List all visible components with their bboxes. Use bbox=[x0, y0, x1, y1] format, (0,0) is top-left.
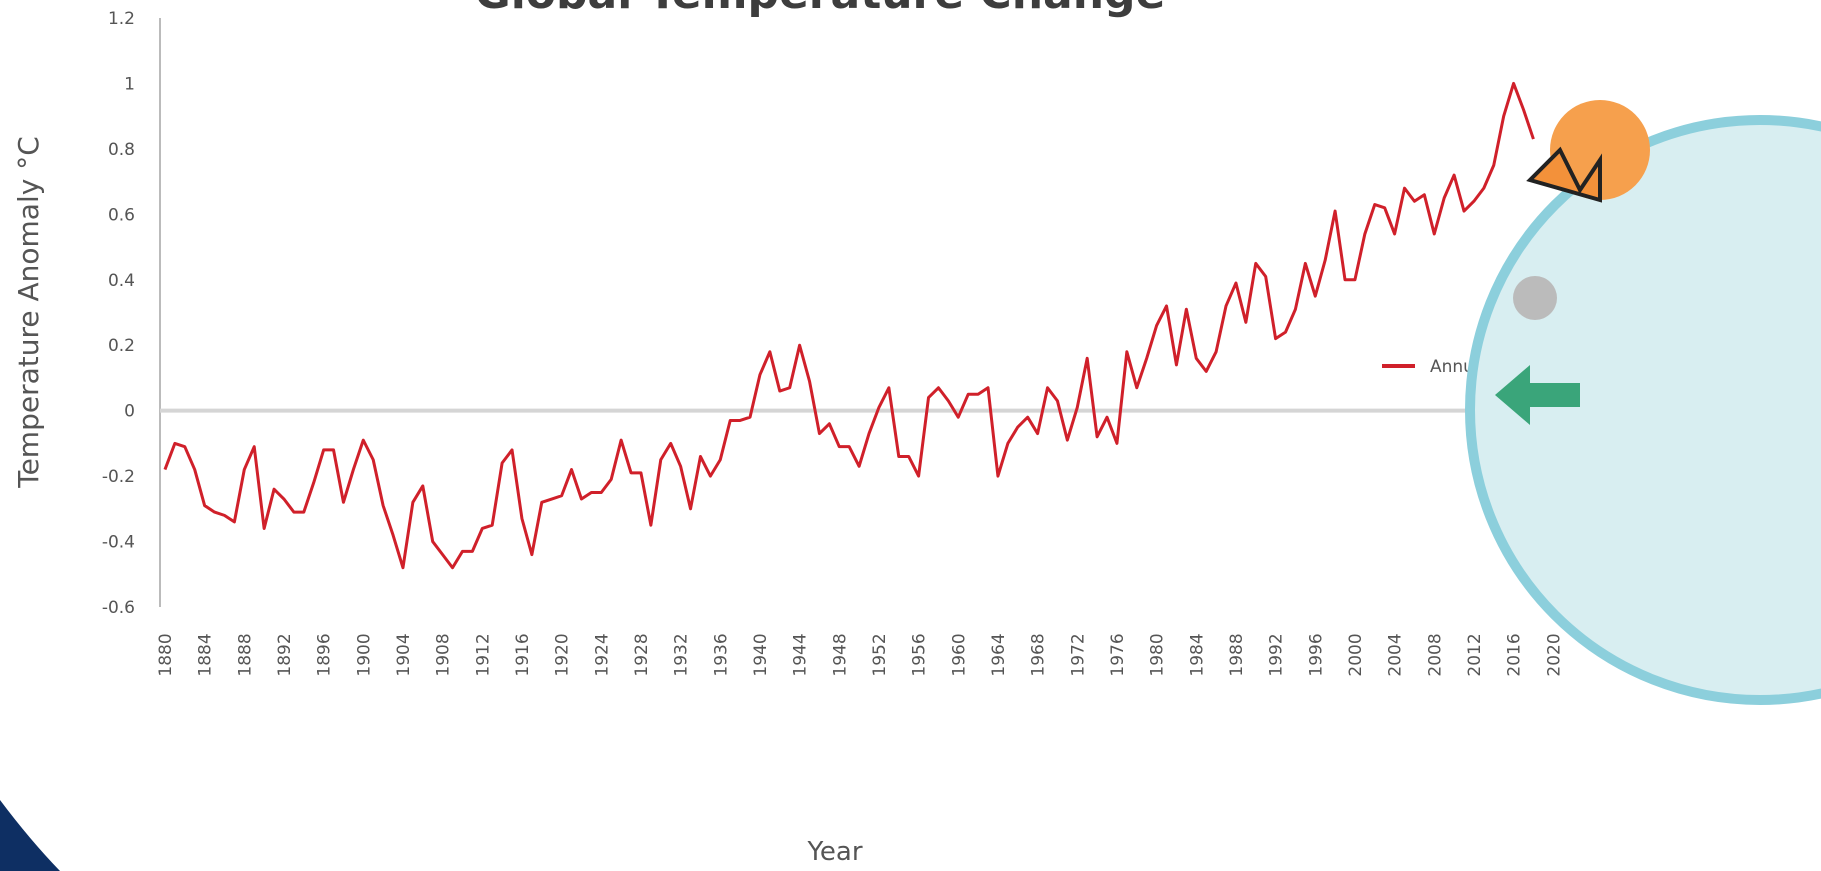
x-tick-label: 1948 bbox=[830, 633, 850, 676]
y-tick-label: -0.2 bbox=[102, 467, 135, 487]
x-tick-label: 1972 bbox=[1068, 633, 1088, 676]
x-tick-label: 1888 bbox=[235, 633, 255, 676]
x-tick-label: 1900 bbox=[354, 633, 374, 676]
y-tick-label: 0.4 bbox=[108, 271, 135, 291]
x-tick-label: 1936 bbox=[711, 633, 731, 676]
y-tick-label: -0.6 bbox=[102, 598, 135, 618]
x-tick-label: 1952 bbox=[870, 633, 890, 676]
plot-area: 1.2 1 0.8 0.6 0.4 0.2 0 -0.2 -0.4 -0.6 1880 1884 188… bbox=[102, 9, 1821, 677]
x-tick-label: 1960 bbox=[949, 633, 969, 676]
sun-burst bbox=[1526, 146, 1602, 203]
x-tick-label: 1944 bbox=[791, 633, 811, 676]
y-tick-label: 1.2 bbox=[108, 9, 135, 29]
x-tick-label: 1976 bbox=[1108, 633, 1128, 676]
x-tick-label: 2000 bbox=[1346, 633, 1366, 676]
y-tick-label: 0.6 bbox=[108, 205, 135, 225]
y-tick-label: -0.4 bbox=[102, 533, 135, 553]
x-tick-label: 2012 bbox=[1465, 633, 1485, 676]
sun bbox=[1550, 100, 1650, 200]
x-tick-label: 1896 bbox=[315, 633, 335, 676]
x-tick-label: 2004 bbox=[1386, 633, 1406, 676]
x-tick-label: 2016 bbox=[1505, 633, 1525, 676]
y-tick-label: 0.8 bbox=[108, 140, 135, 160]
x-axis-label: Year bbox=[806, 837, 862, 867]
y-axis-label: Temperature Anomaly °C bbox=[12, 136, 45, 489]
x-tick-label: 1968 bbox=[1029, 633, 1049, 676]
x-tick-label: 1880 bbox=[156, 633, 176, 676]
y-tick-label: 0 bbox=[124, 402, 135, 422]
x-tick-label: 1980 bbox=[1148, 633, 1168, 676]
x-tick-label: 1908 bbox=[434, 633, 454, 676]
x-tick-label: 1992 bbox=[1267, 633, 1287, 676]
x-tick-label: 1904 bbox=[394, 633, 414, 676]
x-tick-label: 1984 bbox=[1187, 633, 1207, 676]
y-tick-label: 0.2 bbox=[108, 336, 135, 356]
x-tick-label: 1928 bbox=[632, 633, 652, 676]
x-tick-label: 2020 bbox=[1544, 633, 1564, 676]
overlay-illustration bbox=[0, 100, 1821, 871]
x-tick-label: 1892 bbox=[275, 633, 295, 676]
x-tick-label: 1940 bbox=[751, 633, 771, 676]
x-tick-label: 2008 bbox=[1425, 633, 1445, 676]
x-tick-label: 1912 bbox=[473, 633, 493, 676]
arrow bbox=[1495, 365, 1580, 425]
corner-decoration bbox=[0, 800, 60, 871]
chart-title: Global Temperature Change bbox=[475, 0, 1166, 19]
x-tick-label: 1920 bbox=[553, 633, 573, 676]
x-tick-label: 1924 bbox=[592, 633, 612, 676]
x-tick-label: 1932 bbox=[672, 633, 692, 676]
x-tick-label: 1884 bbox=[196, 633, 216, 676]
data-line bbox=[163, 81, 1535, 570]
x-tick-label: 1988 bbox=[1227, 633, 1247, 676]
x-tick-label: 1996 bbox=[1306, 633, 1326, 676]
x-tick-label: 1956 bbox=[910, 633, 930, 676]
globe-circle bbox=[1465, 115, 1821, 705]
x-tick-label: 1964 bbox=[989, 633, 1009, 676]
co2-cloud bbox=[1513, 276, 1557, 320]
x-tick-label: 1916 bbox=[513, 633, 533, 676]
y-tick-label: 1 bbox=[124, 74, 135, 94]
